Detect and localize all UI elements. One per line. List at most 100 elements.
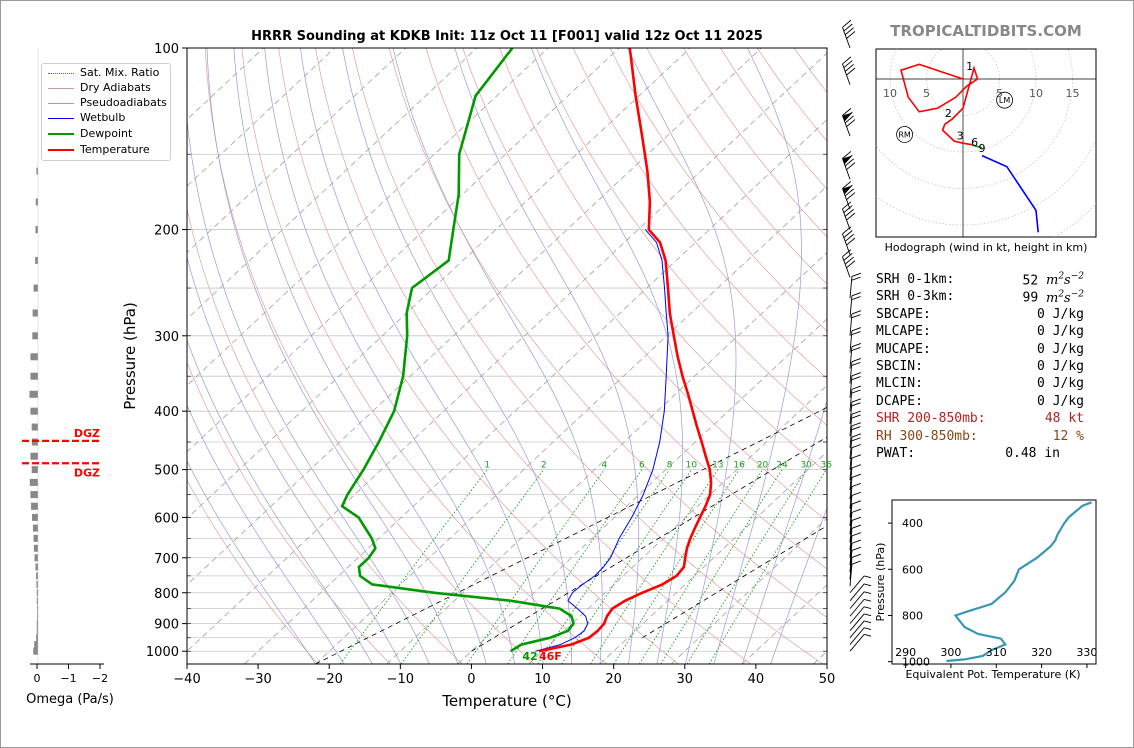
omega-bar	[35, 198, 38, 206]
hodo-marker-ring	[896, 126, 913, 143]
pseudoadiabat	[233, 48, 487, 664]
hodo-marker-ring	[996, 91, 1014, 109]
omega-bar	[31, 502, 38, 510]
mixing-ratio-line	[400, 469, 545, 664]
hodo-marker: RM	[898, 130, 911, 139]
theta-e-line	[946, 501, 1092, 663]
omega-bar	[36, 572, 38, 580]
omega-bar	[34, 641, 38, 649]
wind-barb	[849, 516, 862, 543]
hodo-ring-label: 10	[883, 87, 897, 100]
reference-line	[642, 525, 827, 639]
pseudoadiabat	[206, 48, 459, 664]
wind-barb	[849, 410, 862, 437]
x-tick-label: −40	[173, 672, 200, 687]
mixing-ratio-labels: 1 2 4 6 8 10 13 16 20 24 30 36	[484, 461, 832, 471]
dry-adiabat	[204, 48, 535, 664]
omega-bar	[36, 634, 38, 642]
pseudoadiabat	[187, 256, 402, 664]
wind-barb	[849, 627, 872, 645]
omega-bar	[31, 423, 38, 431]
stat-sbcin: SBCIN: 0 J/kg	[876, 358, 1084, 374]
x-tick-label: 50	[819, 672, 836, 687]
isotherm	[528, 384, 827, 664]
theta-e-xtick-label: 290	[895, 646, 916, 659]
theta-e-xtick-label: 300	[940, 646, 961, 659]
pseudoadiabat	[392, 48, 603, 664]
x-tick-label: 20	[605, 672, 622, 687]
wind-barb	[849, 606, 872, 624]
theta-e-frame	[891, 499, 1097, 665]
y-tick-label: 400	[154, 405, 179, 420]
temperature-line	[538, 48, 713, 653]
hodo-trace	[900, 63, 979, 146]
isotherm	[599, 451, 827, 664]
hodograph-caption: Hodograph (wind in kt, height in km)	[885, 241, 1088, 254]
pseudoadiabat	[342, 48, 572, 664]
omega-tick-label: 0	[34, 672, 41, 685]
mixing-ratio-label: 4	[602, 461, 608, 471]
omega-bar	[36, 589, 38, 597]
omega-bar	[36, 627, 38, 635]
stat-dcape: DCAPE: 0 J/kg	[876, 393, 1084, 409]
wind-barb	[849, 591, 872, 609]
mixing-ratio-line	[561, 469, 692, 664]
omega-bar	[35, 563, 38, 571]
wind-barb	[849, 343, 862, 369]
wind-barb	[849, 553, 862, 580]
wind-barb	[849, 327, 862, 353]
wind-barb	[849, 583, 872, 602]
y-tick-label: 900	[154, 618, 179, 633]
mixing-ratio-label: 30	[800, 461, 812, 471]
mixing-ratio-label: 2	[541, 461, 547, 471]
stat-sbcape: SBCAPE: 0 J/kg	[876, 306, 1084, 322]
wind-barb	[849, 539, 862, 566]
wind-barb	[842, 181, 856, 210]
dry-adiabat	[187, 361, 391, 664]
omega-bar	[35, 256, 38, 264]
mixing-ratio-line	[339, 469, 488, 664]
theta-e-xtick-label: 330	[1076, 646, 1097, 659]
hodo-ring-label: 30	[737, 87, 751, 100]
wind-barb	[849, 532, 862, 558]
isotherm	[187, 52, 827, 652]
omega-bar	[37, 612, 38, 620]
wind-barb	[849, 546, 862, 573]
stat-mucape: MUCAPE: 0 J/kg	[876, 341, 1084, 357]
surface-temperature-label: 46F	[539, 650, 562, 663]
stat-rh: RH 300-850mb: 12 %	[876, 428, 1084, 444]
reference-line	[315, 406, 827, 664]
omega-bar	[29, 478, 38, 486]
mixing-ratio-line	[590, 469, 719, 664]
wind-barb	[849, 464, 862, 490]
pseudoadiabat	[454, 48, 640, 664]
hodo-marker: LM	[999, 96, 1010, 105]
pseudoadiabat	[300, 48, 544, 664]
pseudoadiabat	[770, 507, 827, 664]
wind-barb	[842, 56, 856, 85]
hodo-height-label: 2	[945, 107, 952, 120]
wind-barb	[849, 575, 872, 594]
wind-barb	[849, 385, 862, 412]
dry-adiabat	[425, 48, 827, 570]
pseudoadiabat	[187, 339, 373, 664]
x-tick-label: −10	[387, 672, 414, 687]
wind-barb	[849, 560, 862, 587]
dry-adiabat	[499, 48, 827, 474]
hodo-ring-label: 15	[847, 87, 861, 100]
theta-e-axes: 290 300 310 320 330 400 600 800 1000	[888, 517, 1097, 669]
wind-barb	[849, 398, 862, 424]
dry-adiabat	[241, 48, 607, 664]
isotherm	[187, 48, 762, 586]
mixing-ratio-label: 20	[757, 461, 769, 471]
dry-adiabat	[609, 48, 827, 332]
dry-adiabat	[351, 48, 824, 664]
y-tick-label: 1000	[146, 645, 179, 660]
hodo-ring-label: 20	[1102, 87, 1116, 100]
wind-barb	[849, 433, 862, 459]
mixing-ratio-label: 36	[820, 461, 832, 471]
wetbulb-line	[535, 229, 669, 652]
hodo-ring-label: 20	[810, 87, 824, 100]
legend-entry: Temperature	[48, 143, 150, 157]
